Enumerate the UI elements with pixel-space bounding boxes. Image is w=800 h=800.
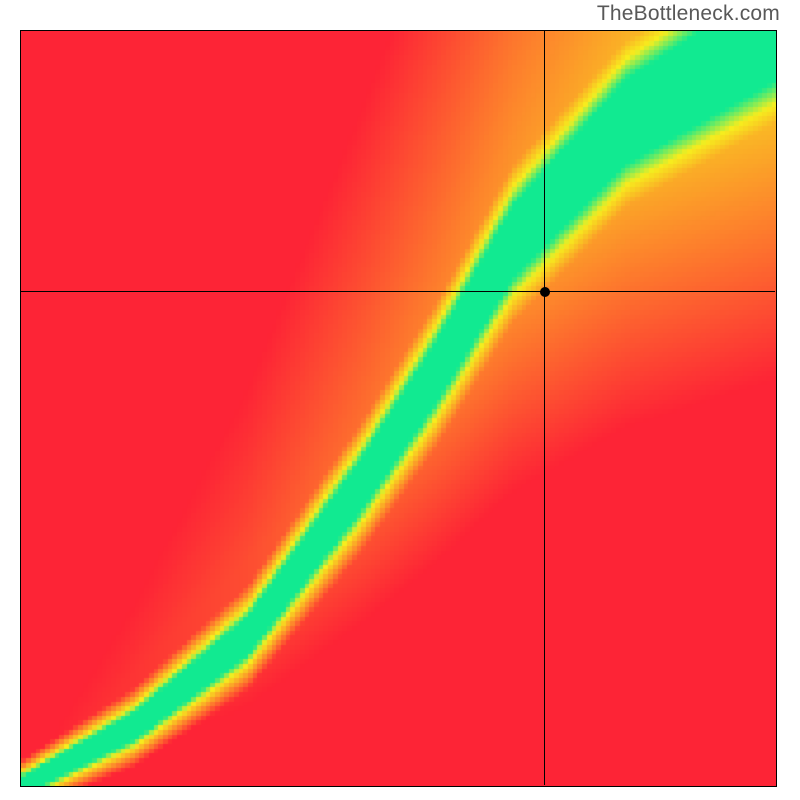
- chart-container: TheBottleneck.com: [0, 0, 800, 800]
- crosshair-marker: [540, 287, 550, 297]
- crosshair-horizontal: [20, 291, 775, 292]
- watermark-text: TheBottleneck.com: [597, 2, 780, 26]
- bottleneck-heatmap: [20, 30, 777, 787]
- crosshair-vertical: [544, 30, 545, 785]
